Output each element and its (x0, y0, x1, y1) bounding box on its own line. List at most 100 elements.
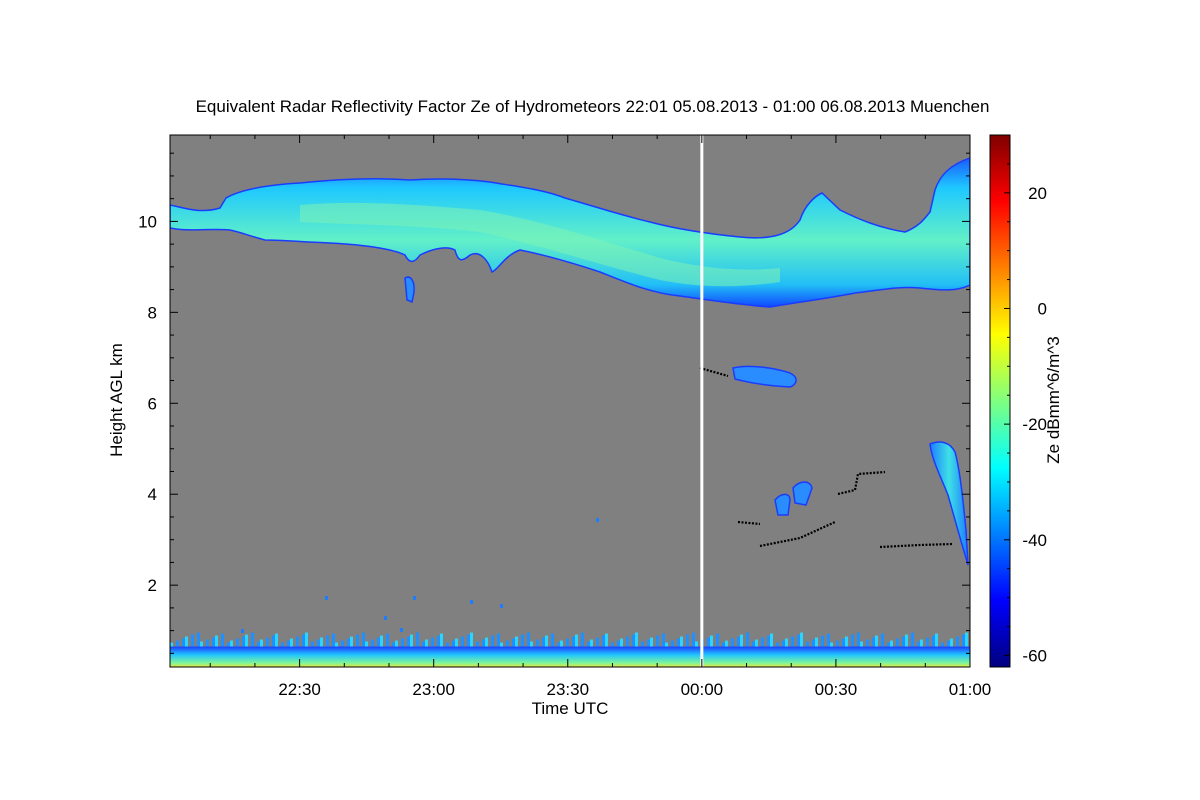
clutter-speck (620, 638, 623, 647)
clutter-speck (311, 641, 314, 647)
x-tick-label: 00:30 (815, 680, 858, 699)
clutter-speck (596, 637, 599, 647)
clutter-speck (872, 637, 875, 647)
clutter-speck (686, 634, 689, 647)
clutter-speck (647, 639, 650, 647)
clutter-speck (731, 638, 734, 647)
clutter-speck (422, 641, 425, 647)
clutter-speck (566, 638, 569, 647)
clutter-speck (515, 636, 518, 647)
clutter-speck (266, 637, 269, 647)
clutter-speck (560, 640, 563, 647)
low-echo (470, 600, 473, 604)
clutter-speck (797, 634, 800, 647)
clutter-speck (302, 634, 305, 647)
clutter-speck (545, 635, 548, 647)
clutter-speck (581, 632, 584, 647)
clutter-speck (920, 639, 923, 647)
clutter-speck (641, 641, 644, 647)
clutter-speck (200, 641, 203, 647)
clutter-speck (617, 640, 620, 647)
clutter-speck (440, 633, 443, 647)
low-echo (241, 629, 244, 633)
clutter-speck (536, 639, 539, 647)
colorbar-tick-label: -40 (1022, 531, 1047, 550)
clutter-speck (287, 640, 290, 647)
clutter-speck (476, 641, 479, 647)
clutter-speck (905, 634, 908, 647)
x-tick-label: 22:30 (278, 680, 321, 699)
clutter-speck (215, 635, 218, 647)
surface-clutter (170, 646, 970, 667)
clutter-speck (260, 639, 263, 647)
clutter-speck (491, 635, 494, 647)
clutter-speck (851, 634, 854, 647)
clutter-speck (572, 636, 575, 647)
x-tick-label: 23:00 (412, 680, 455, 699)
clutter-speck (845, 636, 848, 647)
clutter-speck (455, 638, 458, 647)
low-echo (596, 518, 599, 522)
clutter-speck (281, 642, 284, 647)
clutter-speck (926, 637, 929, 647)
clutter-speck (467, 634, 470, 647)
clutter-speck (527, 632, 530, 647)
clutter-speck (512, 638, 515, 647)
clutter-speck (182, 638, 185, 647)
clutter-speck (725, 640, 728, 647)
clutter-speck (542, 637, 545, 647)
clutter-speck (557, 642, 560, 647)
clutter-speck (836, 640, 839, 647)
clutter-speck (371, 639, 374, 647)
clutter-speck (761, 637, 764, 647)
clutter-speck (350, 636, 353, 647)
clutter-speck (185, 636, 188, 647)
clutter-speck (866, 639, 869, 647)
clutter-speck (497, 633, 500, 647)
clutter-speck (665, 642, 668, 647)
clutter-speck (896, 638, 899, 647)
clutter-speck (425, 639, 428, 647)
clutter-speck (365, 641, 368, 647)
clutter-speck (191, 634, 194, 647)
clutter-speck (827, 633, 830, 647)
clutter-speck (551, 633, 554, 647)
cloud-patch (792, 481, 813, 506)
clutter-speck (767, 635, 770, 647)
colorbar-tick-label: 0 (1038, 299, 1047, 318)
clutter-speck (206, 639, 209, 647)
clutter-speck (506, 640, 509, 647)
x-tick-label: 00:00 (681, 680, 724, 699)
cirrus-core (300, 202, 780, 287)
clutter-speck (332, 633, 335, 647)
clutter-speck (785, 638, 788, 647)
clutter-speck (746, 632, 749, 647)
low-echo (413, 596, 416, 600)
y-tick-label: 2 (148, 576, 157, 595)
clutter-speck (965, 632, 968, 647)
clutter-speck (941, 642, 944, 647)
low-echo (325, 596, 328, 600)
cloud-patch (929, 441, 969, 566)
y-tick-label: 10 (138, 212, 157, 231)
clutter-speck (521, 634, 524, 647)
chart-title: Equivalent Radar Reflectivity Factor Ze … (195, 97, 990, 116)
black-track (699, 366, 729, 378)
clutter-speck (347, 638, 350, 647)
low-echo (384, 616, 387, 620)
clutter-speck (962, 634, 965, 647)
clutter-speck (857, 632, 860, 647)
cloud-patch (774, 493, 791, 516)
x-tick-label: 23:30 (546, 680, 589, 699)
clutter-speck (212, 637, 215, 647)
clutter-speck (830, 642, 833, 647)
clutter-speck (461, 636, 464, 647)
black-track (737, 520, 761, 526)
clutter-speck (812, 639, 815, 647)
clutter-speck (470, 632, 473, 647)
clutter-speck (935, 633, 938, 647)
clutter-speck (437, 635, 440, 647)
clutter-speck (887, 642, 890, 647)
clutter-speck (356, 634, 359, 647)
cloud-patch (404, 276, 415, 304)
